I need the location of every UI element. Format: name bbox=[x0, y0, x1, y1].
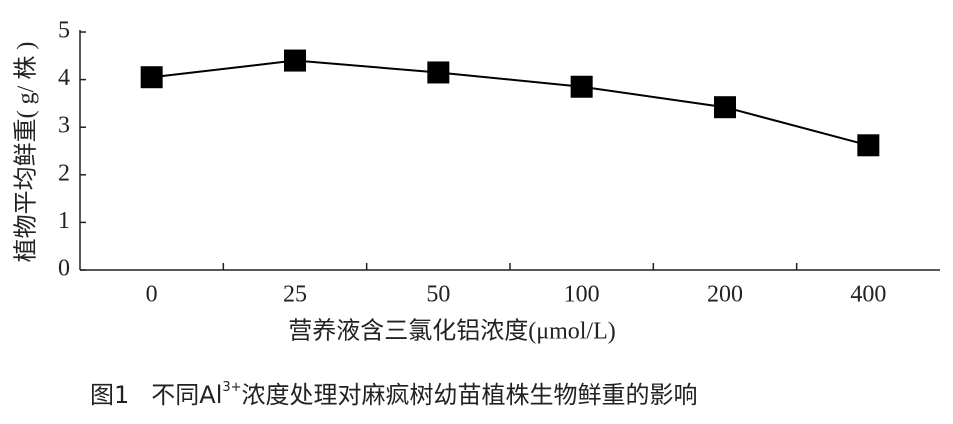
data-point bbox=[714, 96, 736, 119]
caption: 图1 不同Al3+浓度处理对麻疯树幼苗植株生物鲜重的影响 bbox=[90, 380, 698, 410]
data-point bbox=[284, 49, 306, 72]
y-tick-label: 5 bbox=[58, 18, 70, 44]
x-tick-label: 400 bbox=[850, 282, 886, 308]
y-tick-label: 1 bbox=[58, 208, 70, 234]
data-line bbox=[151, 59, 869, 147]
data-point bbox=[140, 66, 163, 89]
data-point bbox=[570, 75, 593, 98]
caption-text: 不同Al bbox=[151, 381, 222, 409]
y-tick-label: 4 bbox=[58, 65, 70, 91]
x-tick-label: 200 bbox=[707, 282, 743, 308]
data-point bbox=[857, 134, 880, 157]
x-tick-label: 50 bbox=[426, 282, 450, 308]
caption-text: 浓度处理对麻疯树幼苗植株生物鲜重的影响 bbox=[242, 381, 698, 409]
x-tick-label: 0 bbox=[146, 282, 158, 308]
x-tick-label: 25 bbox=[283, 282, 307, 308]
y-tick-label: 2 bbox=[58, 160, 70, 186]
data-point bbox=[427, 61, 450, 84]
x-axis-label: 营养液含三氯化铝浓度(μmol/L) bbox=[288, 318, 616, 345]
caption-superscript: 3+ bbox=[222, 380, 241, 395]
y-axis-label: 植物平均鲜重( g/ 株 ) bbox=[13, 42, 40, 263]
caption-figure: 图1 bbox=[90, 381, 129, 409]
y-tick-label: 3 bbox=[58, 113, 70, 139]
y-tick-label: 0 bbox=[58, 256, 70, 282]
x-tick-label: 100 bbox=[564, 282, 600, 308]
